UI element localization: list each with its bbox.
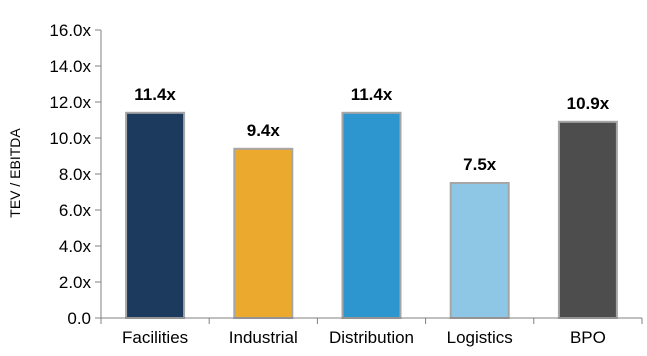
y-tick-label: 14.0x (49, 57, 91, 76)
x-axis: Facilities Industrial Distribution Logistic… (100, 317, 643, 347)
y-tick-label: 12.0x (49, 93, 91, 112)
y-axis-title: TEV / EBITDA (7, 128, 23, 218)
x-tick-label-logistics: Logistics (447, 328, 513, 347)
y-tick-label: 10.0x (49, 129, 91, 148)
data-label-bpo: 10.9x (567, 94, 610, 113)
data-label-distribution: 11.4x (351, 85, 393, 104)
y-tick-label: 0.0 (67, 309, 91, 328)
y-axis: 0.0 2.0x 4.0x 6.0x 8.0x 10.0x 12.0x 14.0x 16.0x (49, 21, 102, 328)
data-label-industrial: 9.4x (247, 121, 281, 140)
bar-distribution (341, 111, 402, 319)
bars (125, 111, 618, 319)
data-label-facilities: 11.4x (134, 85, 176, 104)
bar-facilities (125, 111, 186, 319)
y-tick-label: 4.0x (59, 237, 92, 256)
y-tick-label: 6.0x (59, 201, 92, 220)
x-tick-label-industrial: Industrial (229, 328, 298, 347)
bar-bpo (557, 120, 618, 319)
data-label-logistics: 7.5x (463, 155, 497, 174)
y-tick-label: 2.0x (59, 273, 92, 292)
x-tick-label-facilities: Facilities (122, 328, 188, 347)
y-tick-label: 16.0x (49, 21, 91, 40)
y-tick-label: 8.0x (59, 165, 92, 184)
data-labels: 11.4x 9.4x 11.4x 7.5x 10.9x (134, 85, 609, 174)
x-tick-label-bpo: BPO (570, 328, 606, 347)
bar-logistics (449, 182, 510, 319)
x-tick-label-distribution: Distribution (329, 328, 414, 347)
bar-industrial (233, 147, 294, 319)
